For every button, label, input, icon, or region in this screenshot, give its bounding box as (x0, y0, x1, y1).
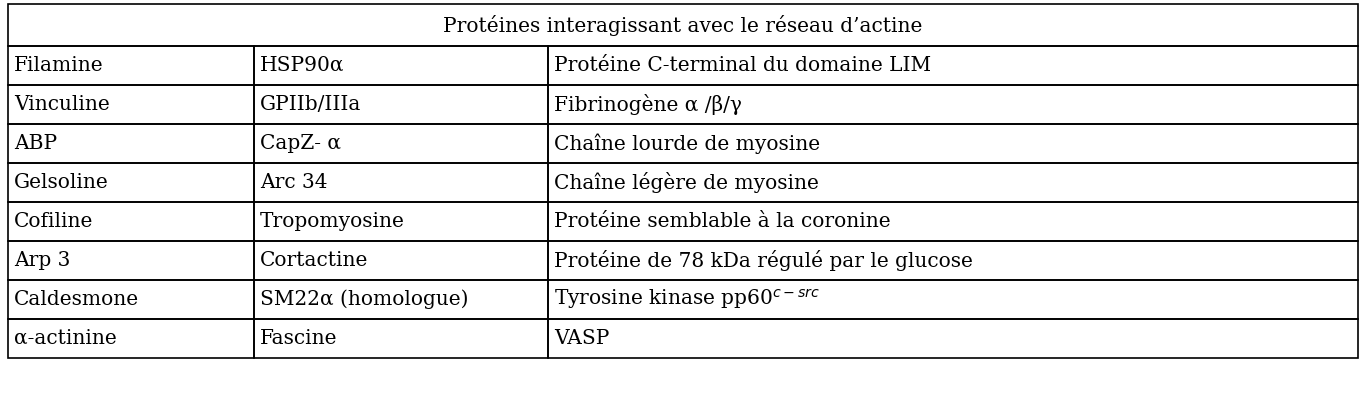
Text: Cofiline: Cofiline (14, 212, 93, 231)
Bar (8, 46, 254, 85)
Text: Arp 3: Arp 3 (14, 251, 71, 270)
Bar (8, 163, 254, 202)
Bar (548, 85, 1358, 124)
Bar (548, 46, 1358, 85)
Bar (254, 202, 548, 241)
Text: VASP: VASP (555, 329, 609, 348)
Text: α-actinine: α-actinine (14, 329, 116, 348)
Bar (254, 163, 548, 202)
Bar (8, 202, 254, 241)
Bar (8, 85, 254, 124)
Text: SM22α (homologue): SM22α (homologue) (260, 289, 469, 309)
Bar (548, 280, 1358, 319)
Text: Tyrosine kinase pp60$^{c-src}$: Tyrosine kinase pp60$^{c-src}$ (555, 287, 820, 312)
Bar (254, 46, 548, 85)
Text: Gelsoline: Gelsoline (14, 173, 109, 192)
Bar (254, 124, 548, 163)
Text: GPIIb/IIIa: GPIIb/IIIa (260, 95, 361, 114)
Text: Fibrinogène α /β/γ: Fibrinogène α /β/γ (555, 94, 742, 115)
Bar (548, 202, 1358, 241)
Bar (548, 124, 1358, 163)
Text: Chaîne lourde de myosine: Chaîne lourde de myosine (555, 133, 820, 154)
Text: Vinculine: Vinculine (14, 95, 109, 114)
Text: Protéine C-terminal du domaine LIM: Protéine C-terminal du domaine LIM (555, 56, 932, 75)
Text: Tropomyosine: Tropomyosine (260, 212, 404, 231)
Bar (8, 241, 254, 280)
Bar (8, 124, 254, 163)
Text: Filamine: Filamine (14, 56, 104, 75)
Text: HSP90α: HSP90α (260, 56, 344, 75)
Text: Cortactine: Cortactine (260, 251, 367, 270)
Bar (548, 163, 1358, 202)
Text: ABP: ABP (14, 134, 57, 153)
Text: Protéines interagissant avec le réseau d’actine: Protéines interagissant avec le réseau d… (444, 15, 922, 36)
Text: Protéine semblable à la coronine: Protéine semblable à la coronine (555, 212, 891, 231)
Bar (8, 4, 1358, 46)
Text: Caldesmone: Caldesmone (14, 290, 139, 309)
Bar (254, 319, 548, 358)
Bar (254, 280, 548, 319)
Bar (8, 319, 254, 358)
Text: Fascine: Fascine (260, 329, 337, 348)
Bar (254, 241, 548, 280)
Bar (548, 241, 1358, 280)
Text: CapZ- α: CapZ- α (260, 134, 340, 153)
Text: Chaîne légère de myosine: Chaîne légère de myosine (555, 172, 818, 193)
Text: Arc 34: Arc 34 (260, 173, 328, 192)
Text: Protéine de 78 kDa régulé par le glucose: Protéine de 78 kDa régulé par le glucose (555, 250, 973, 271)
Bar (254, 85, 548, 124)
Bar (8, 280, 254, 319)
Bar (548, 319, 1358, 358)
